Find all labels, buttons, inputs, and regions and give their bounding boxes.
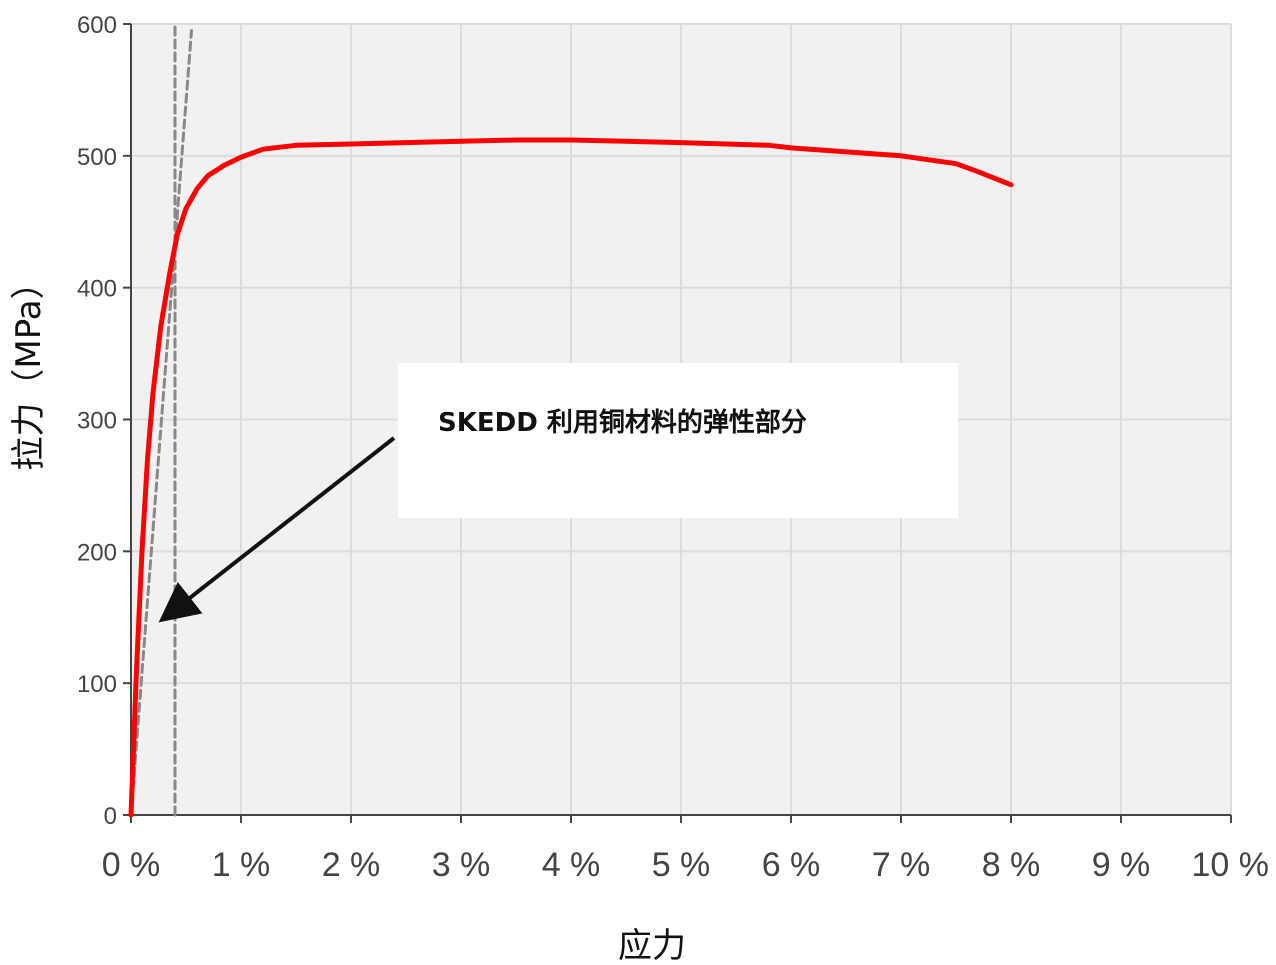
x-tick-label: 7 %	[872, 846, 931, 884]
x-tick-label: 2 %	[322, 846, 381, 884]
y-tick-label: 200	[77, 539, 117, 566]
x-tick-label: 10 %	[1192, 846, 1270, 884]
y-tick-labels: 0 100 200 300 400 500 600	[77, 12, 117, 830]
x-tick-label: 6 %	[762, 846, 821, 884]
y-axis-label: 拉力（MPa）	[9, 265, 49, 470]
annotation-arrow	[158, 436, 396, 623]
annotation-text: SKEDD 利用铜材料的弹性部分	[438, 407, 807, 438]
annotation-group: SKEDD 利用铜材料的弹性部分	[158, 363, 958, 623]
x-tick-label: 4 %	[542, 846, 601, 884]
x-tick-label: 5 %	[652, 846, 711, 884]
y-tick-label: 0	[104, 803, 117, 830]
grid-lines	[131, 23, 1232, 815]
series-group	[128, 22, 1014, 818]
y-tick-label: 300	[77, 408, 117, 435]
x-tick-label: 9 %	[1092, 846, 1151, 884]
stress-strain-curve	[128, 137, 1014, 818]
y-tick-label: 100	[77, 671, 117, 698]
x-tick-label: 3 %	[432, 846, 491, 884]
x-tick-label: 8 %	[982, 846, 1041, 884]
x-tick-label: 1 %	[212, 846, 271, 884]
x-tick-label: 0 %	[102, 846, 161, 884]
y-tick-label: 600	[77, 12, 117, 39]
y-tick-label: 400	[77, 276, 117, 303]
x-tick-labels: 0 % 1 % 2 % 3 % 4 % 5 % 6 % 7 % 8 % 9 % 10 %	[102, 846, 1269, 884]
reference-dashed-line	[129, 29, 193, 817]
annotation-box	[398, 363, 958, 518]
y-tick-label: 500	[77, 144, 117, 171]
axes	[123, 23, 1232, 823]
x-axis-label: 应力	[618, 926, 686, 965]
